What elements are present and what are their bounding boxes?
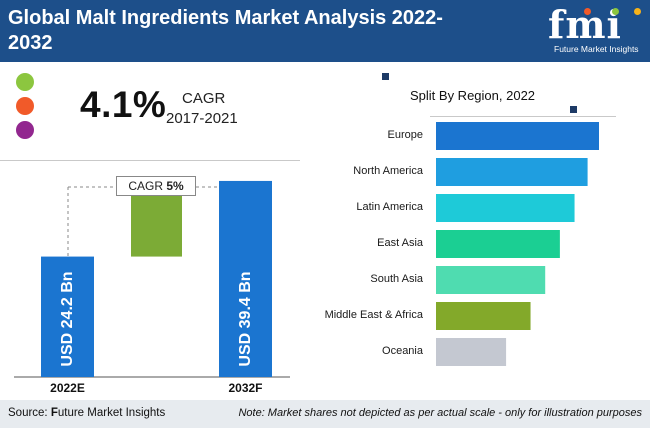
region-label: Oceania [382, 345, 423, 357]
region-label: Latin America [356, 201, 423, 213]
square-marker-icon [570, 106, 577, 113]
logo-dot-icon [584, 8, 591, 15]
purple-dot-icon [16, 121, 34, 139]
source-name: uture Market Insights [57, 407, 166, 419]
region-label: South Asia [370, 273, 423, 285]
market-size-chart [14, 180, 290, 378]
cagr-value: 4.1% [80, 84, 167, 125]
region-label: Europe [387, 129, 423, 141]
region-top-divider [430, 116, 616, 117]
orange-dot-icon [16, 97, 34, 115]
region-bar-south-asia [436, 266, 546, 294]
region-bar-europe [436, 122, 599, 150]
region-bar-north-america [436, 158, 588, 186]
footer-bar: Source: Future Market Insights Note: Mar… [0, 400, 650, 428]
x-axis-label: 2032F [228, 381, 263, 395]
logo-subtitle: Future Market Insights [554, 44, 639, 54]
source-text: Source: Future Market Insights [8, 407, 165, 419]
header-banner: Global Malt Ingredients Market Analysis … [0, 0, 650, 62]
bar-value-label: USD 24.2 Bn [58, 271, 76, 367]
green-dot-icon [16, 73, 34, 91]
source-prefix: Source: [8, 407, 51, 419]
region-chart-title: Split By Region, 2022 [410, 88, 536, 103]
logo-dot-icon [612, 8, 619, 15]
cagr-callout: CAGR 5% [116, 176, 196, 196]
footer-note: Note: Market shares not depicted as per … [238, 407, 642, 419]
market-bar-2022e [41, 256, 94, 377]
market-bar-2032f [219, 180, 272, 377]
region-bar-east-asia [436, 230, 560, 258]
cagr-callout-value: 5% [166, 179, 184, 193]
region-label: East Asia [377, 237, 423, 249]
cagr-callout-prefix: CAGR [128, 179, 167, 193]
square-marker-icon [382, 73, 389, 80]
region-bar-latin-america [436, 194, 575, 222]
region-bar-middle-east-africa [436, 302, 531, 330]
source-initial: F [50, 407, 58, 419]
section-divider [0, 160, 300, 161]
bar-value-label: USD 39.4 Bn [236, 271, 254, 367]
cagr-period: 2017-2021 [166, 110, 238, 127]
page-title: Global Malt Ingredients Market Analysis … [8, 7, 443, 54]
region-label: Middle East & Africa [324, 309, 423, 321]
region-label: North America [353, 165, 423, 177]
cagr-label: CAGR [182, 90, 226, 107]
logo-dot-icon [634, 8, 641, 15]
fmi-logo: fmi Future Market Insights [548, 2, 646, 56]
region-bar-oceania [436, 338, 507, 366]
x-axis-label: 2022E [50, 381, 85, 395]
